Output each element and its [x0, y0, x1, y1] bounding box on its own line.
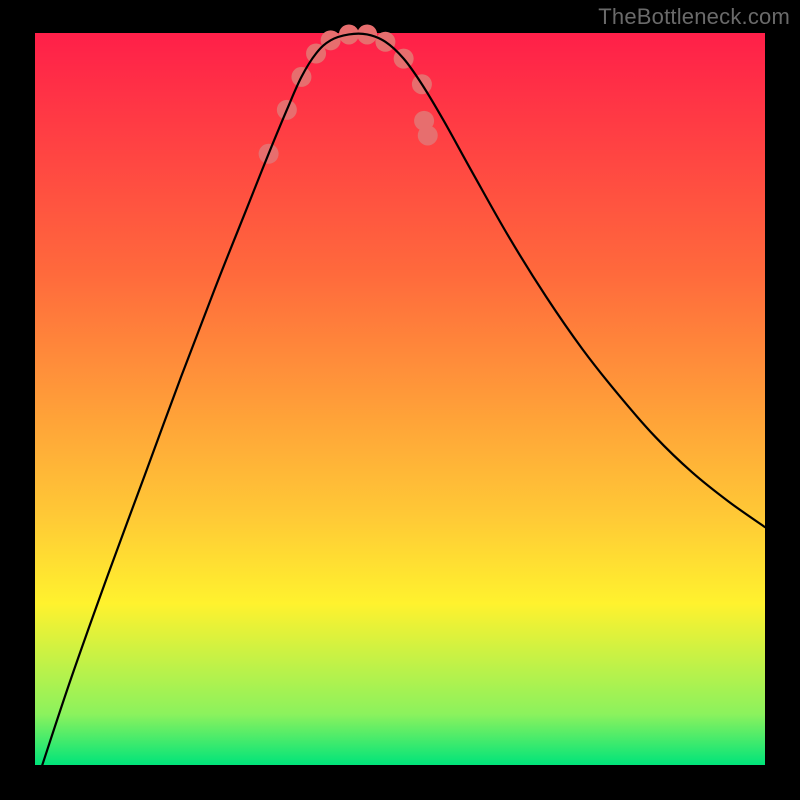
markers-group — [259, 24, 438, 163]
plot-gradient-area — [35, 33, 765, 765]
watermark-text: TheBottleneck.com — [598, 4, 790, 30]
curve-svg-layer — [35, 33, 765, 765]
bottleneck-curve — [42, 34, 765, 765]
curve-marker — [418, 125, 438, 145]
